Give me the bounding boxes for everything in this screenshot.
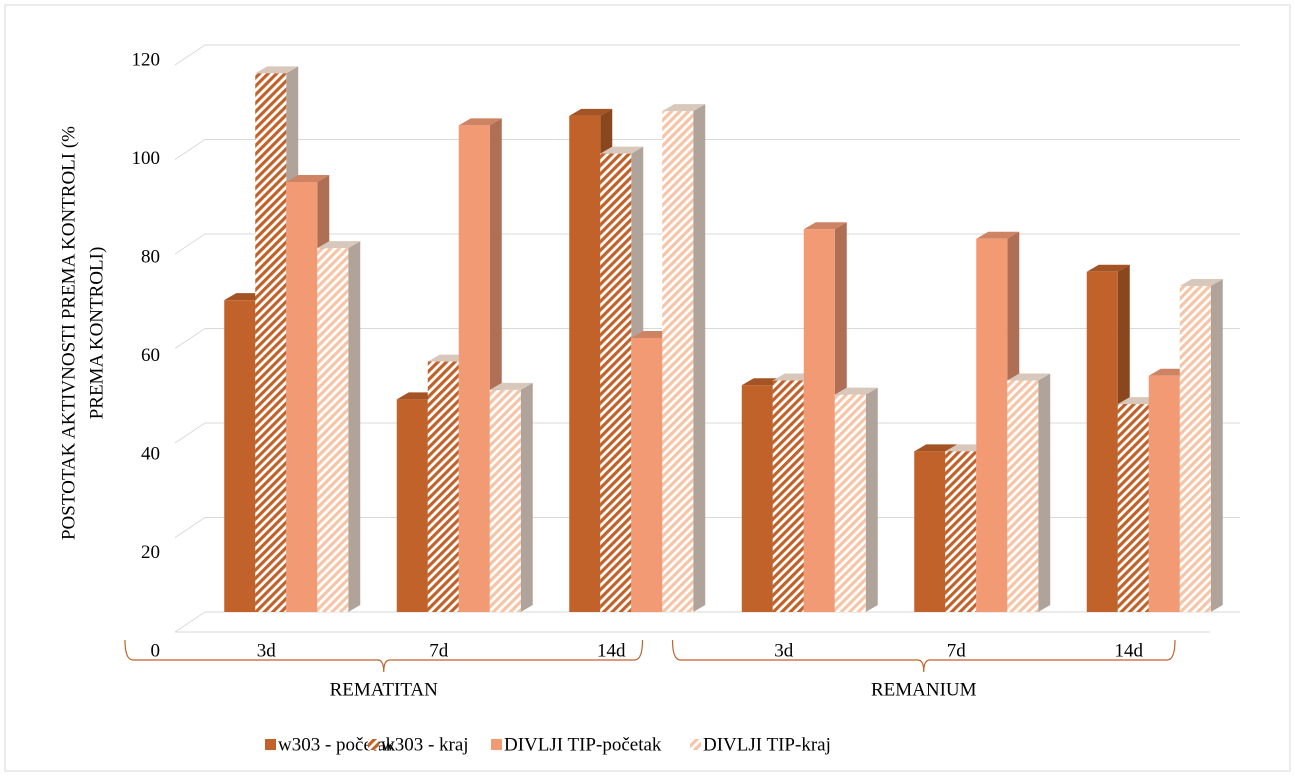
bar-side (1210, 278, 1223, 612)
grid-line-side (174, 422, 206, 444)
bar (741, 385, 773, 612)
bar-top (458, 118, 502, 126)
bar (1086, 271, 1118, 612)
bar-top (1179, 278, 1223, 286)
bar (569, 115, 601, 612)
y-tick-label: 20 (141, 542, 160, 563)
y-tick-label: 0 (151, 640, 161, 661)
bar (914, 451, 946, 612)
bar (317, 248, 349, 613)
grid-line-side (174, 44, 206, 66)
bar (1007, 380, 1039, 612)
x-tick-label: 14d (597, 640, 626, 661)
y-tick-label: 120 (132, 49, 161, 70)
group-bracket (671, 639, 1176, 673)
bar (255, 73, 287, 613)
bar-top (286, 175, 330, 183)
group-bracket (124, 639, 644, 673)
bar (945, 451, 977, 612)
y-tick-label: 100 (132, 148, 161, 169)
x-tick-label: 7d (429, 640, 449, 661)
bar (1117, 404, 1149, 612)
y-axis-title: PREMA KONTROLI) (86, 247, 107, 420)
grid-line-side (174, 139, 206, 160)
bar (803, 229, 835, 612)
y-tick-label: 80 (141, 246, 160, 267)
x-tick-label: 14d (1115, 640, 1144, 661)
grid-line-side (174, 611, 206, 633)
bar-top (834, 387, 878, 395)
legend-swatch (368, 739, 379, 750)
grid-line-side (174, 328, 206, 349)
bar-top (569, 108, 613, 116)
bar-top (1007, 373, 1051, 381)
x-tick-label: 3d (774, 640, 794, 661)
y-axis-title: POSTOTAK AKTIVNOSTI PREMA KONTROLI (% (58, 126, 79, 540)
bar (396, 399, 428, 612)
legend-swatch (265, 739, 276, 750)
bar-side (693, 104, 706, 613)
bar-side (1038, 373, 1051, 612)
bar (286, 182, 318, 612)
bar (662, 111, 694, 613)
bar-side (348, 241, 361, 613)
grid-line-side (174, 233, 206, 255)
bar (1179, 285, 1211, 612)
bar-top (600, 146, 644, 154)
bar (631, 337, 663, 612)
legend-swatch (690, 739, 701, 750)
bar (1148, 375, 1180, 612)
bar-top (489, 382, 533, 390)
group-label: REMATITAN (330, 679, 439, 700)
bar-top (803, 222, 847, 230)
bar-top (662, 104, 706, 112)
legend-label: DIVLJI TIP-kraj (703, 734, 831, 755)
bar (600, 153, 632, 613)
legend-label: w303 - početak (278, 734, 396, 755)
bar-top (914, 444, 958, 452)
bar (976, 238, 1008, 612)
bar (224, 300, 256, 612)
x-tick-label: 3d (257, 640, 277, 661)
y-tick-label: 60 (141, 345, 160, 366)
bar (427, 361, 459, 612)
legend-swatch (491, 739, 502, 750)
group-label: REMANIUM (871, 679, 977, 700)
bar (458, 125, 490, 612)
bar-side (520, 382, 533, 612)
bar-top (317, 241, 361, 249)
bar-top (976, 231, 1020, 239)
bar (489, 389, 521, 612)
x-tick-label: 7d (947, 640, 967, 661)
bar-side (865, 387, 878, 612)
legend-label: w303 - kraj (381, 734, 469, 755)
y-tick-label: 40 (141, 443, 160, 464)
legend-label: DIVLJI TIP-početak (504, 734, 662, 755)
bar-top (255, 66, 299, 74)
bar (834, 394, 866, 612)
bar (772, 380, 804, 612)
grid-line-side (174, 517, 206, 538)
bar-top (1086, 264, 1130, 272)
